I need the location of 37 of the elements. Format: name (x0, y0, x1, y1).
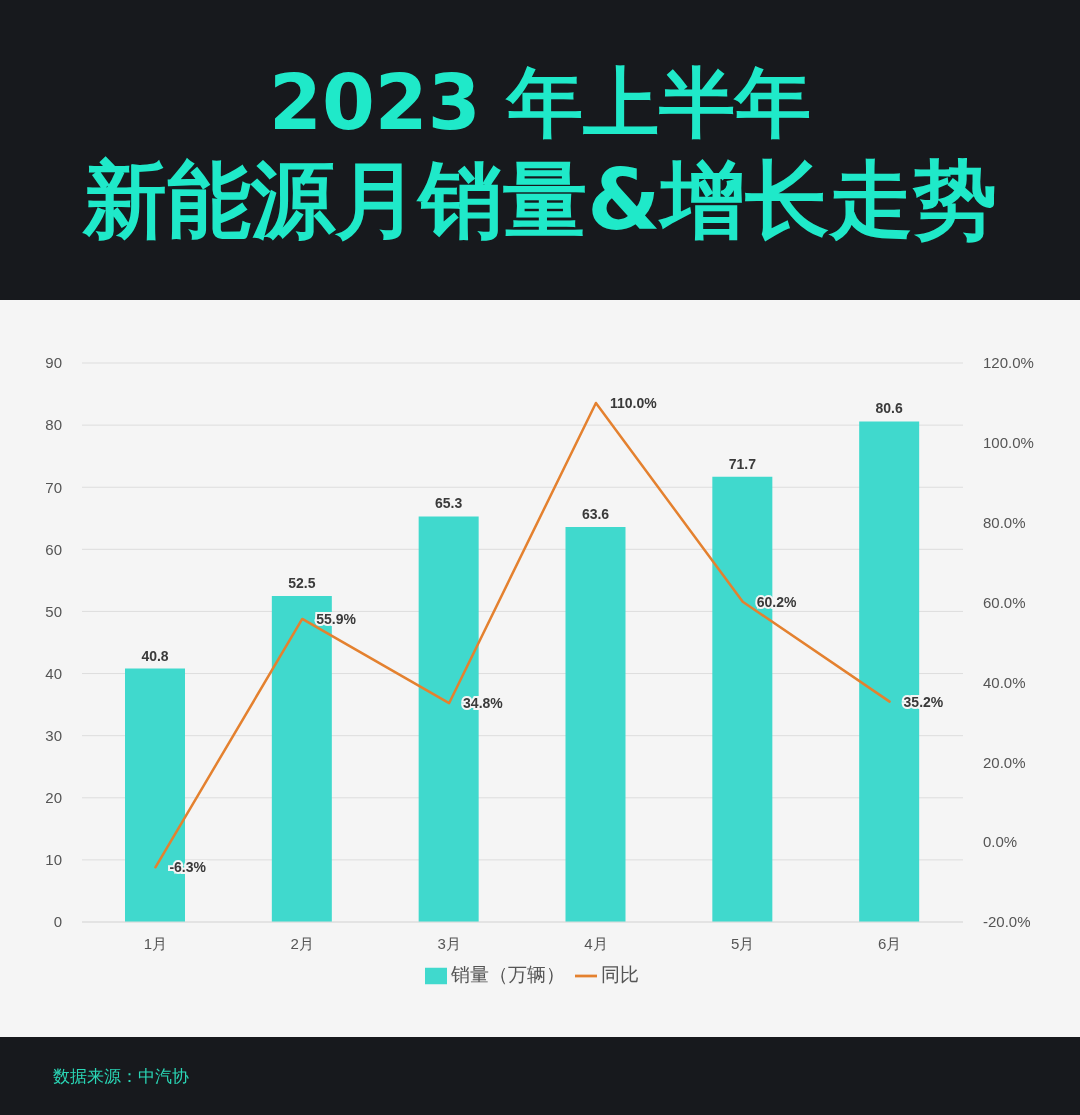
bar (565, 526, 626, 922)
y-tick-label: 50 (45, 602, 62, 620)
data-label: 52.5 (288, 574, 316, 591)
data-label: 71.7 (728, 455, 757, 472)
y-tick-label: 40 (45, 664, 62, 682)
y-tick-label: 70 (45, 478, 62, 496)
y2-tick-label: 80.0% (983, 514, 1026, 532)
y2-tick-label: 120.0% (983, 354, 1034, 372)
data-label: 65.3 (435, 495, 463, 512)
data-label: 40.8 (141, 647, 169, 664)
chart-subtitle: 新能源月销量&增长走势 (81, 150, 998, 250)
y-tick-label: 30 (45, 726, 62, 744)
x-tick-label: 4月 (584, 934, 608, 952)
x-tick-label: 2月 (290, 934, 314, 952)
legend-label: 同比 (600, 963, 639, 985)
chart-title: 2023 年上半年 (268, 57, 812, 149)
y-tick-label: 20 (45, 789, 62, 807)
x-tick-label: 3月 (437, 934, 461, 952)
data-label: 63.6 (581, 505, 610, 522)
y-tick-label: 10 (45, 851, 62, 869)
y2-tick-label: 20.0% (983, 753, 1026, 771)
x-tick-label: 1月 (143, 934, 168, 952)
y-tick-label: 80 (45, 416, 62, 434)
y-tick-label: 0 (53, 913, 62, 931)
y2-tick-label: 40.0% (983, 673, 1026, 691)
y-tick-label: 60 (45, 540, 62, 558)
data-label: 80.6 (875, 400, 903, 417)
x-tick-label: 6月 (877, 934, 902, 952)
legend-label: 销量（万辆） (450, 963, 565, 985)
x-tick-label: 5月 (731, 934, 755, 952)
data-label: 110.0% (609, 394, 658, 411)
y2-tick-label: 100.0% (983, 434, 1034, 452)
y-tick-label: 90 (45, 354, 62, 372)
source-note: 数据来源：中汽协 (53, 1065, 189, 1088)
y2-tick-label: 0.0% (983, 833, 1018, 851)
y2-tick-label: -20.0% (983, 913, 1031, 931)
y2-tick-label: 60.0% (983, 593, 1026, 611)
